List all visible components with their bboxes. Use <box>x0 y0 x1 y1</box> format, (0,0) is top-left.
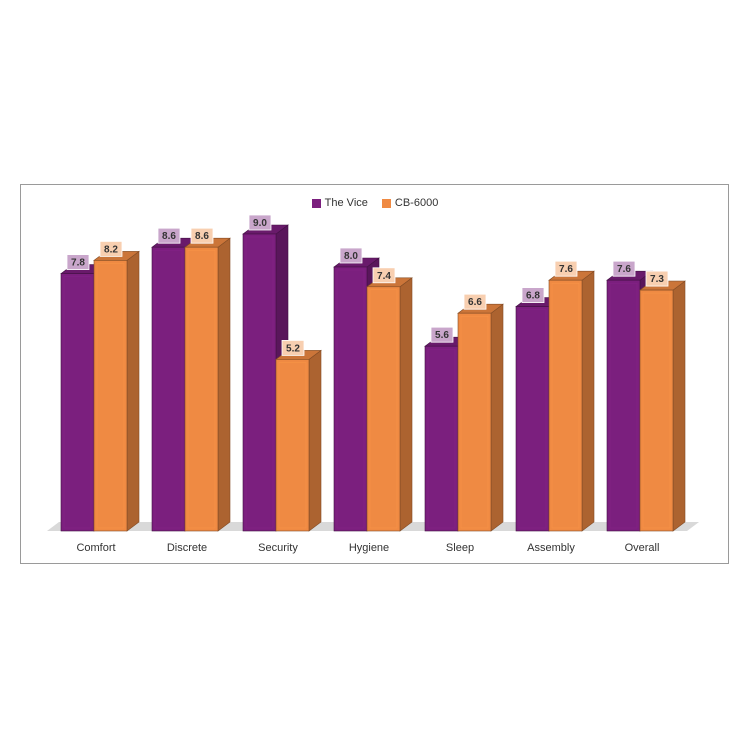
data-label-bg-cb-6000-security <box>281 339 305 356</box>
bar-side-cb-6000-security <box>308 349 322 532</box>
bar-highlight-the-vice-security <box>245 236 274 529</box>
bar-the-vice-security <box>242 233 277 532</box>
legend-label-cb-6000: CB-6000 <box>394 197 439 209</box>
bar-the-vice-hygiene <box>333 266 368 532</box>
data-label-the-vice-discrete: 8.6 <box>162 231 176 242</box>
data-label-the-vice-assembly: 6.8 <box>526 291 540 302</box>
bar-the-vice-comfort <box>60 273 95 532</box>
legend-label-the-vice: The Vice <box>324 197 368 209</box>
data-label-cb-6000-comfort: 8.2 <box>104 244 118 255</box>
legend-swatch-cb-6000 <box>381 198 391 208</box>
bar-the-vice-overall <box>606 279 641 532</box>
data-label-cb-6000-overall: 7.3 <box>650 274 664 285</box>
data-label-the-vice-sleep: 5.6 <box>435 330 449 341</box>
bar-highlight-the-vice-assembly <box>518 309 547 529</box>
bar-side-cb-6000-overall <box>672 280 686 532</box>
bar-side-cb-6000-sleep <box>490 303 504 532</box>
bar-highlight-cb-6000-comfort <box>96 263 125 529</box>
bar-cb-6000-security <box>275 359 310 532</box>
data-label-bg-the-vice-overall <box>612 260 636 277</box>
bar-cb-6000-sleep <box>457 312 492 532</box>
data-label-bg-cb-6000-hygiene <box>372 267 396 284</box>
bar-side-cb-6000-assembly <box>581 270 595 532</box>
x-tick-label-hygiene: Hygiene <box>349 542 389 554</box>
data-label-bg-the-vice-security <box>248 214 272 231</box>
data-label-cb-6000-security: 5.2 <box>286 343 300 354</box>
bar-highlight-the-vice-comfort <box>63 276 92 529</box>
legend-swatch-the-vice <box>311 198 321 208</box>
data-label-cb-6000-hygiene: 7.4 <box>377 271 391 282</box>
data-label-cb-6000-assembly: 7.6 <box>559 264 573 275</box>
bar-highlight-cb-6000-security <box>278 362 307 529</box>
data-label-bg-the-vice-sleep <box>430 326 454 343</box>
data-label-bg-cb-6000-assembly <box>554 260 578 277</box>
bar-highlight-cb-6000-overall <box>642 292 671 529</box>
bar-the-vice-sleep <box>424 345 459 532</box>
bar-cb-6000-hygiene <box>366 286 401 532</box>
data-label-the-vice-overall: 7.6 <box>617 264 631 275</box>
bar-cb-6000-comfort <box>93 260 128 532</box>
bar-cb-6000-overall <box>639 289 674 532</box>
data-label-bg-cb-6000-overall <box>645 270 669 287</box>
data-label-bg-cb-6000-discrete <box>190 227 214 244</box>
legend-item-the-vice: The Vice <box>311 197 368 209</box>
x-tick-label-discrete: Discrete <box>167 542 207 554</box>
bar-highlight-the-vice-hygiene <box>336 269 365 529</box>
data-label-bg-cb-6000-comfort <box>99 240 123 257</box>
data-label-cb-6000-discrete: 8.6 <box>195 231 209 242</box>
data-label-the-vice-comfort: 7.8 <box>71 258 85 269</box>
x-tick-label-comfort: Comfort <box>76 542 115 554</box>
data-label-the-vice-hygiene: 8.0 <box>344 251 358 262</box>
x-tick-label-sleep: Sleep <box>446 542 474 554</box>
legend-item-cb-6000: CB-6000 <box>381 197 439 209</box>
bar-highlight-the-vice-overall <box>609 282 638 529</box>
bar-highlight-cb-6000-sleep <box>460 315 489 529</box>
bar-cb-6000-assembly <box>548 279 583 532</box>
bar-the-vice-discrete <box>151 246 186 532</box>
data-label-bg-the-vice-comfort <box>66 254 90 271</box>
data-label-bg-cb-6000-sleep <box>463 293 487 310</box>
bar-highlight-the-vice-discrete <box>154 249 183 529</box>
bar-highlight-the-vice-sleep <box>427 348 456 529</box>
bar-highlight-cb-6000-assembly <box>551 282 580 529</box>
bar-cb-6000-discrete <box>184 246 219 532</box>
x-tick-label-security: Security <box>258 542 298 554</box>
bar-highlight-cb-6000-hygiene <box>369 289 398 529</box>
data-label-bg-the-vice-assembly <box>521 287 545 304</box>
bar-side-cb-6000-hygiene <box>399 277 413 532</box>
bar-side-cb-6000-discrete <box>217 237 231 532</box>
chart-legend: The Vice CB-6000 <box>0 197 750 209</box>
bar-the-vice-assembly <box>515 306 550 532</box>
data-label-bg-the-vice-hygiene <box>339 247 363 264</box>
data-label-bg-the-vice-discrete <box>157 227 181 244</box>
x-tick-label-overall: Overall <box>625 542 660 554</box>
bar-side-cb-6000-comfort <box>126 250 140 532</box>
data-label-cb-6000-sleep: 6.6 <box>468 297 482 308</box>
x-tick-label-assembly: Assembly <box>527 542 575 554</box>
data-label-the-vice-security: 9.0 <box>253 218 267 229</box>
bar-highlight-cb-6000-discrete <box>187 249 216 529</box>
